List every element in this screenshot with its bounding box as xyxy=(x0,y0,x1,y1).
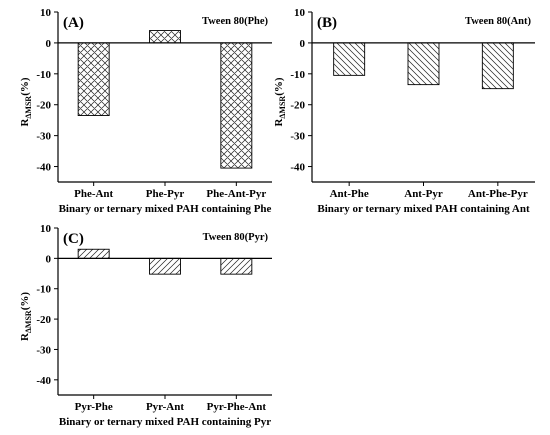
y-tick-label: -10 xyxy=(36,284,51,296)
y-tick-label: 10 xyxy=(294,7,306,19)
y-tick-label: 0 xyxy=(300,38,306,50)
panel-title: Tween 80(Ant) xyxy=(465,16,532,27)
chart-panel-2: 10 0 -10 -20 -30 -40 Ant-Phe Ant-Pyr Ant-Phe-Pyr… xyxy=(273,7,535,215)
x-tick-label: Phe-Ant-Pyr xyxy=(206,188,266,200)
panel-title: Tween 80(Phe) xyxy=(202,16,269,27)
x-axis-title: Binary or ternary mixed PAH containing P… xyxy=(59,203,272,215)
x-tick-label: Phe-Pyr xyxy=(146,188,185,200)
bar-Pyr-Phe xyxy=(77,248,110,259)
x-axis-title: Binary or ternary mixed PAH containing P… xyxy=(59,416,271,428)
bar-Pyr-Ant xyxy=(149,257,181,275)
x-tick-label: Phe-Ant xyxy=(74,188,113,200)
panel-label: (A) xyxy=(63,15,84,31)
y-tick-label: -30 xyxy=(290,131,305,143)
bar-Phe-Ant-Pyr xyxy=(220,42,253,169)
y-tick-label: 10 xyxy=(40,7,52,19)
panel-title: Tween 80(Pyr) xyxy=(203,232,269,243)
bar-Ant-Phe xyxy=(333,42,366,76)
y-tick-label: 0 xyxy=(46,253,52,265)
y-tick-label: -40 xyxy=(36,375,51,387)
x-tick-label: Pyr-Phe xyxy=(75,401,113,413)
y-axis-title: RΔMSR(%) xyxy=(19,292,33,341)
x-tick-label: Ant-Phe xyxy=(330,188,369,200)
x-tick-label: Pyr-Ant xyxy=(146,401,184,413)
y-tick-label: -20 xyxy=(36,100,51,112)
chart-panel-3: 10 0 -10 -20 -30 -40 Pyr-Phe Pyr-Ant Pyr-Phe-Ant… xyxy=(19,223,272,428)
panel-label: (C) xyxy=(63,231,84,247)
y-tick-label: -10 xyxy=(290,69,305,81)
y-tick-label: 10 xyxy=(40,223,52,235)
y-tick-label: -40 xyxy=(36,162,51,174)
y-axis-title: RΔMSR(%) xyxy=(19,77,33,126)
y-tick-label: -40 xyxy=(290,162,305,174)
bar-Phe-Ant xyxy=(77,42,110,116)
x-tick-label: Ant-Pyr xyxy=(404,188,443,200)
bar-Ant-Phe-Pyr xyxy=(481,42,514,90)
y-tick-label: -20 xyxy=(290,100,305,112)
y-axis-title: RΔMSR(%) xyxy=(273,77,287,126)
x-tick-label: Pyr-Phe-Ant xyxy=(207,401,267,413)
y-tick-label: -30 xyxy=(36,131,51,143)
chart-panel-1: 10 0 -10 -20 -30 -40 Phe-Ant Phe-Pyr Phe-Ant-Pyr… xyxy=(19,7,272,215)
y-tick-label: -30 xyxy=(36,344,51,356)
y-tick-label: -10 xyxy=(36,69,51,81)
y-tick-label: -20 xyxy=(36,314,51,326)
bar-Phe-Pyr xyxy=(149,30,181,44)
bar-Ant-Pyr xyxy=(407,42,440,86)
y-tick-label: 0 xyxy=(46,38,52,50)
panel-label: (B) xyxy=(317,15,337,31)
x-axis-title: Binary or ternary mixed PAH containing A… xyxy=(317,203,530,215)
x-tick-label: Ant-Phe-Pyr xyxy=(468,188,528,200)
bar-Pyr-Phe-Ant xyxy=(220,257,253,275)
